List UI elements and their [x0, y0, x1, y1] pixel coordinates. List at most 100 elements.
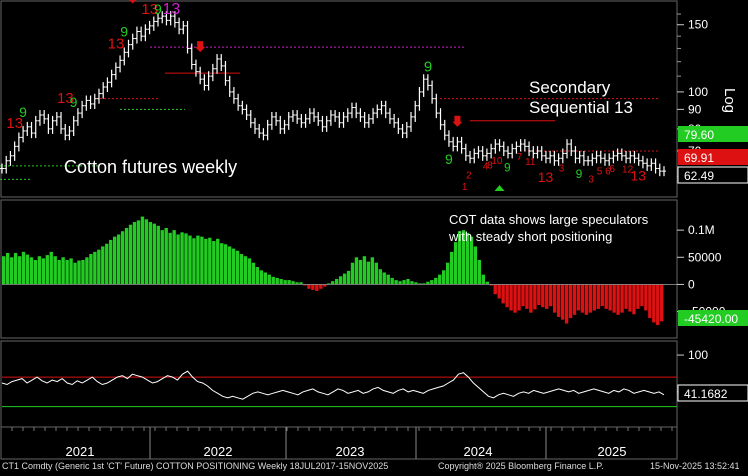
cot-bar: [69, 258, 73, 285]
cot-tick-label: 0: [688, 277, 695, 291]
cot-bar: [612, 284, 616, 313]
cot-bar: [93, 251, 97, 285]
price-tick-label: 90: [688, 102, 702, 116]
year-label: 2024: [464, 444, 493, 459]
cot-bar: [29, 257, 34, 285]
cot-bar: [485, 281, 489, 285]
cot-bar: [144, 219, 149, 285]
cot-bar: [109, 239, 113, 285]
cot-bar: [525, 284, 529, 309]
cot-bar: [457, 231, 462, 285]
sequential-count-label: 13: [162, 1, 180, 18]
osc-last-value-label: 41.1682: [684, 387, 728, 401]
sequential-count-label: 9: [120, 23, 128, 39]
cot-bar: [196, 235, 200, 285]
sequential-count-label: 3: [588, 174, 594, 185]
cot-bar: [251, 262, 256, 285]
cot-bar: [331, 281, 335, 285]
cot-bar: [25, 254, 30, 285]
cot-bar: [216, 238, 220, 285]
footer-copyright: Copyright® 2025 Bloomberg Finance L.P.: [438, 461, 604, 471]
price-last-value-tag: [678, 149, 748, 165]
sequential-count-label: 9: [70, 94, 78, 110]
cot-bar: [426, 281, 430, 285]
cot-bar: [323, 284, 327, 287]
sequential-count-label: 2: [466, 170, 472, 181]
cot-bar: [501, 284, 505, 304]
cot-bar: [596, 284, 600, 309]
price-last-value-label: 79.60: [684, 128, 714, 142]
cot-bar: [223, 244, 228, 285]
cot-bar: [303, 284, 307, 286]
cot-bar: [13, 252, 18, 285]
cot-bar: [422, 283, 426, 285]
cot-bar: [291, 281, 295, 285]
cot-bar: [592, 284, 597, 311]
cot-bar: [255, 267, 260, 285]
cot-bar: [334, 279, 339, 285]
cot-bar: [77, 260, 81, 285]
cot-bar: [9, 257, 14, 285]
cot-bar: [85, 257, 89, 285]
cot-bar: [259, 270, 264, 285]
year-label: 2022: [204, 444, 233, 459]
cot-bar: [521, 284, 525, 307]
sequential-count-label: 9: [445, 151, 453, 167]
cot-bar: [299, 282, 303, 285]
cot-bar: [414, 282, 418, 285]
cot-bar: [180, 232, 184, 285]
cot-bar: [315, 284, 319, 291]
sequential-count-label: 12: [622, 164, 634, 175]
cot-bar: [438, 274, 442, 285]
footer-timestamp: 15-Nov-2025 13:52:41: [650, 461, 740, 471]
cot-bar: [21, 251, 26, 285]
sequential-count-label: 9: [19, 104, 27, 120]
cot-bar: [247, 258, 252, 285]
cot-bar: [624, 284, 628, 309]
cot-bar: [402, 280, 406, 285]
price-last-value-label: 62.49: [684, 169, 714, 183]
price-tick-label: 100: [688, 85, 708, 99]
cot-bar: [156, 225, 160, 285]
cot-bar: [283, 280, 287, 285]
sequential-count-label: 13: [108, 36, 125, 53]
cot-bar: [378, 269, 382, 285]
cot-bar: [263, 272, 267, 285]
cot-bar: [461, 230, 466, 285]
cot-bar: [350, 262, 355, 285]
cot-bar: [418, 283, 422, 285]
annotation-sequential-13: Sequential 13: [529, 98, 633, 117]
cot-bar: [148, 222, 153, 285]
cot-bar: [132, 222, 137, 285]
cot-bar: [465, 232, 470, 285]
cot-bar: [580, 284, 585, 313]
cot-bar: [61, 257, 65, 285]
cot-bar: [112, 236, 117, 285]
cot-bar: [509, 284, 513, 311]
sequential-count-label: 10: [491, 156, 503, 167]
cot-bar: [120, 231, 125, 285]
cot-bar: [5, 252, 10, 285]
cot-bar: [358, 260, 363, 285]
x-axis-frame: [0, 426, 678, 460]
cot-bar: [164, 227, 168, 285]
cot-bar: [136, 220, 141, 285]
cot-bar: [560, 284, 565, 320]
cot-bar: [640, 284, 644, 307]
cot-bar: [390, 277, 394, 285]
cot-bar: [267, 274, 271, 285]
cot-bar: [275, 277, 279, 285]
cot-bar: [604, 284, 608, 309]
cot-bar: [648, 284, 652, 319]
cot-bar: [204, 238, 208, 285]
cot-bar: [172, 230, 176, 285]
cot-bar: [481, 274, 486, 285]
cot-bar: [406, 279, 410, 285]
cot-bar: [307, 284, 311, 289]
cot-bar: [564, 284, 569, 324]
cot-bar: [442, 270, 446, 285]
cot-panel-frame: [0, 199, 678, 339]
price-tick-label: 150: [688, 18, 708, 32]
